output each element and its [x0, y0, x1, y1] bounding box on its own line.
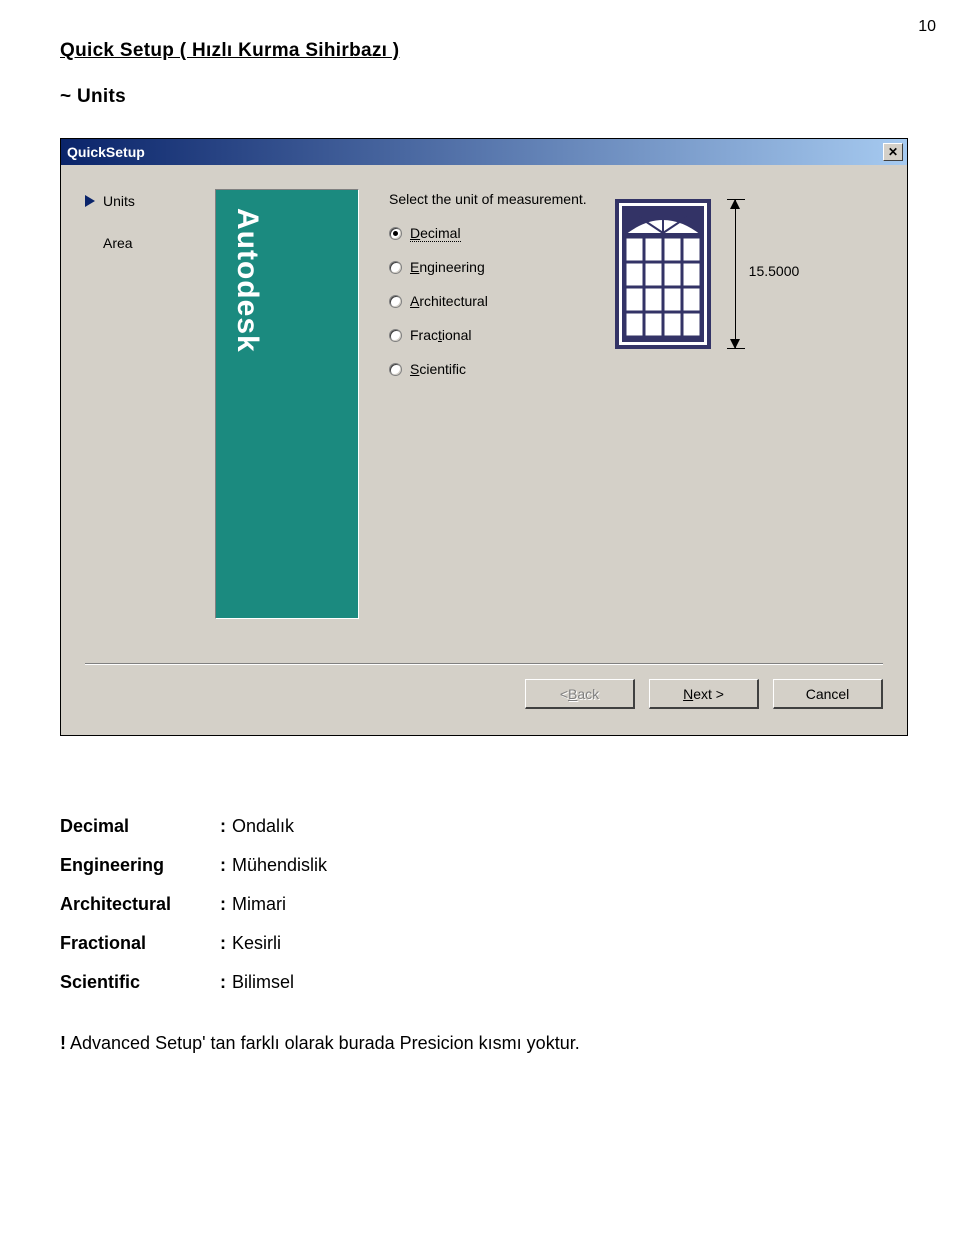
advanced-setup-note: ! Advanced Setup' tan farklı olarak bura…	[60, 1033, 900, 1054]
nav-label: Units	[103, 193, 135, 209]
def-colon: :	[220, 855, 232, 876]
definitions-list: Decimal : Ondalık Engineering : Mühendis…	[60, 816, 900, 993]
banner-text: Autodesk	[230, 208, 264, 353]
radio-scientific[interactable]: Scientific	[389, 361, 587, 377]
def-term: Engineering	[60, 855, 220, 876]
prompt-text: Select the unit of measurement.	[389, 191, 587, 207]
page-number: 10	[918, 18, 936, 36]
radio-icon	[389, 227, 402, 240]
radio-fractional[interactable]: Fractional	[389, 327, 587, 343]
def-row: Architectural : Mimari	[60, 894, 900, 915]
def-row: Engineering : Mühendislik	[60, 855, 900, 876]
def-row: Scientific : Bilimsel	[60, 972, 900, 993]
next-button[interactable]: Next >	[649, 679, 759, 709]
def-value: Mühendislik	[232, 855, 327, 876]
radio-icon	[389, 295, 402, 308]
wizard-buttons: < Back Next > Cancel	[85, 679, 883, 723]
window-illustration	[615, 199, 711, 349]
options-column: Select the unit of measurement. Decimal …	[389, 191, 587, 619]
def-colon: :	[220, 972, 232, 993]
close-icon: ✕	[888, 145, 898, 159]
def-term: Scientific	[60, 972, 220, 993]
nav-label: Area	[103, 235, 133, 251]
def-value: Ondalık	[232, 816, 294, 837]
radio-label: Decimal	[410, 225, 461, 241]
radio-engineering[interactable]: Engineering	[389, 259, 587, 275]
autodesk-banner: Autodesk	[215, 189, 359, 619]
def-row: Fractional : Kesirli	[60, 933, 900, 954]
def-term: Fractional	[60, 933, 220, 954]
radio-icon	[389, 329, 402, 342]
cancel-button[interactable]: Cancel	[773, 679, 883, 709]
radio-label: Fractional	[410, 327, 471, 343]
wizard-nav: Units Area	[85, 189, 185, 619]
def-term: Decimal	[60, 816, 220, 837]
quicksetup-dialog: QuickSetup ✕ Units Area	[60, 138, 908, 736]
def-row: Decimal : Ondalık	[60, 816, 900, 837]
nav-item-area[interactable]: Area	[85, 235, 185, 251]
radio-icon	[389, 363, 402, 376]
def-colon: :	[220, 816, 232, 837]
divider	[85, 663, 883, 665]
def-colon: :	[220, 894, 232, 915]
radio-architectural[interactable]: Architectural	[389, 293, 587, 309]
titlebar-title: QuickSetup	[67, 144, 145, 160]
radio-label: Engineering	[410, 259, 485, 275]
radio-label: Architectural	[410, 293, 488, 309]
preview-column: 15.5000	[615, 191, 805, 619]
def-colon: :	[220, 933, 232, 954]
page-subhead: ~ Units	[60, 86, 900, 108]
radio-icon	[389, 261, 402, 274]
radio-decimal[interactable]: Decimal	[389, 225, 587, 241]
radio-label: Scientific	[410, 361, 466, 377]
close-button[interactable]: ✕	[883, 143, 903, 161]
def-value: Mimari	[232, 894, 286, 915]
page-heading: Quick Setup ( Hızlı Kurma Sihirbazı )	[60, 40, 900, 62]
back-button[interactable]: < Back	[525, 679, 635, 709]
def-value: Kesirli	[232, 933, 281, 954]
dimension-line	[727, 199, 745, 349]
titlebar: QuickSetup ✕	[61, 139, 907, 165]
dimension-value: 15.5000	[749, 263, 800, 279]
nav-arrow-icon	[85, 195, 95, 207]
nav-item-units[interactable]: Units	[85, 193, 185, 209]
def-term: Architectural	[60, 894, 220, 915]
def-value: Bilimsel	[232, 972, 294, 993]
